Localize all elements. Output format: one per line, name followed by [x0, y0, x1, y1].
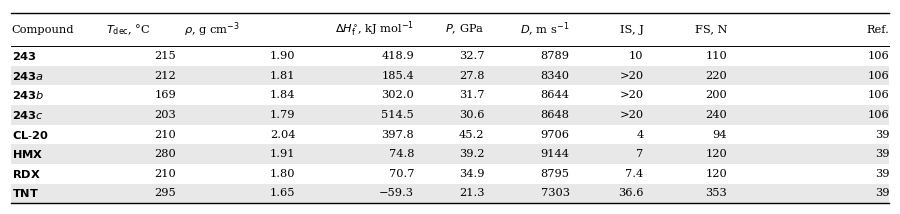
- Text: 21.3: 21.3: [459, 189, 484, 198]
- Text: 280: 280: [155, 149, 176, 159]
- Text: $D$, m s$^{-1}$: $D$, m s$^{-1}$: [520, 20, 570, 39]
- Text: 4: 4: [636, 129, 644, 140]
- Text: 70.7: 70.7: [389, 169, 414, 179]
- Text: 31.7: 31.7: [459, 90, 484, 100]
- Text: 240: 240: [706, 110, 727, 120]
- Text: 1.65: 1.65: [270, 189, 295, 198]
- Text: $\mathbf{243}\mathbf{\mathit{c}}$: $\mathbf{243}\mathbf{\mathit{c}}$: [12, 109, 43, 121]
- Text: 120: 120: [706, 169, 727, 179]
- Text: FS, N: FS, N: [695, 25, 727, 34]
- Text: 203: 203: [155, 110, 176, 120]
- Text: $T_{\mathrm{dec}}$, °C: $T_{\mathrm{dec}}$, °C: [106, 22, 150, 37]
- Text: 34.9: 34.9: [459, 169, 484, 179]
- Text: $\rho$, g cm$^{-3}$: $\rho$, g cm$^{-3}$: [184, 20, 240, 39]
- Text: 30.6: 30.6: [459, 110, 484, 120]
- Text: 1.84: 1.84: [270, 90, 295, 100]
- Bar: [11, 105, 889, 125]
- Text: 210: 210: [155, 169, 176, 179]
- Bar: [11, 144, 889, 164]
- Text: 39: 39: [875, 189, 889, 198]
- Text: 295: 295: [155, 189, 176, 198]
- Text: $\mathbf{CL\text{-}20}$: $\mathbf{CL\text{-}20}$: [12, 129, 49, 141]
- Text: 220: 220: [706, 71, 727, 81]
- Text: 514.5: 514.5: [382, 110, 414, 120]
- Text: $\Delta H_{\mathrm{f}}^{\circ}$, kJ mol$^{-1}$: $\Delta H_{\mathrm{f}}^{\circ}$, kJ mol$…: [335, 20, 414, 39]
- Text: Ref.: Ref.: [867, 25, 889, 34]
- Text: 39: 39: [875, 129, 889, 140]
- Text: 106: 106: [868, 51, 889, 61]
- Text: 397.8: 397.8: [382, 129, 414, 140]
- Text: 8340: 8340: [541, 71, 570, 81]
- Text: 8644: 8644: [541, 90, 570, 100]
- Text: 1.90: 1.90: [270, 51, 295, 61]
- Text: 120: 120: [706, 149, 727, 159]
- Text: 106: 106: [868, 71, 889, 81]
- Text: 7303: 7303: [541, 189, 570, 198]
- Text: Compound: Compound: [12, 25, 74, 34]
- Text: 39.2: 39.2: [459, 149, 484, 159]
- Text: 200: 200: [706, 90, 727, 100]
- Text: IS, J: IS, J: [619, 25, 644, 34]
- Text: 27.8: 27.8: [459, 71, 484, 81]
- Text: 8789: 8789: [541, 51, 570, 61]
- Text: $\mathbf{TNT}$: $\mathbf{TNT}$: [12, 187, 39, 199]
- Text: 7: 7: [636, 149, 644, 159]
- Text: 8648: 8648: [541, 110, 570, 120]
- Text: 74.8: 74.8: [389, 149, 414, 159]
- Text: 353: 353: [706, 189, 727, 198]
- Text: >20: >20: [619, 90, 644, 100]
- Text: $\mathbf{243}\mathbf{\mathit{b}}$: $\mathbf{243}\mathbf{\mathit{b}}$: [12, 89, 44, 101]
- Text: 110: 110: [706, 51, 727, 61]
- Text: 1.80: 1.80: [270, 169, 295, 179]
- Text: 210: 210: [155, 129, 176, 140]
- Text: 185.4: 185.4: [382, 71, 414, 81]
- Text: >20: >20: [619, 71, 644, 81]
- Text: 9144: 9144: [541, 149, 570, 159]
- Text: 9706: 9706: [541, 129, 570, 140]
- Text: 302.0: 302.0: [382, 90, 414, 100]
- Text: 106: 106: [868, 110, 889, 120]
- Text: $P$, GPa: $P$, GPa: [445, 23, 484, 36]
- Text: 169: 169: [155, 90, 176, 100]
- Text: $\mathbf{HMX}$: $\mathbf{HMX}$: [12, 148, 43, 160]
- Text: $\mathbf{243}\mathbf{\mathit{a}}$: $\mathbf{243}\mathbf{\mathit{a}}$: [12, 70, 44, 82]
- Text: 1.91: 1.91: [270, 149, 295, 159]
- Text: $\mathbf{RDX}$: $\mathbf{RDX}$: [12, 168, 40, 180]
- Text: 8795: 8795: [541, 169, 570, 179]
- Text: 94: 94: [713, 129, 727, 140]
- Text: 39: 39: [875, 169, 889, 179]
- Text: 36.6: 36.6: [618, 189, 644, 198]
- Text: 212: 212: [155, 71, 176, 81]
- Text: 106: 106: [868, 90, 889, 100]
- Text: 1.81: 1.81: [270, 71, 295, 81]
- Bar: [11, 66, 889, 85]
- Text: 45.2: 45.2: [459, 129, 484, 140]
- Text: 215: 215: [155, 51, 176, 61]
- Text: 7.4: 7.4: [626, 169, 644, 179]
- Bar: [11, 184, 889, 203]
- Text: 39: 39: [875, 149, 889, 159]
- Text: −59.3: −59.3: [379, 189, 414, 198]
- Text: 32.7: 32.7: [459, 51, 484, 61]
- Text: 2.04: 2.04: [270, 129, 295, 140]
- Text: $\mathbf{243}$: $\mathbf{243}$: [12, 50, 37, 62]
- Text: >20: >20: [619, 110, 644, 120]
- Text: 418.9: 418.9: [382, 51, 414, 61]
- Text: 10: 10: [629, 51, 643, 61]
- Text: 1.79: 1.79: [270, 110, 295, 120]
